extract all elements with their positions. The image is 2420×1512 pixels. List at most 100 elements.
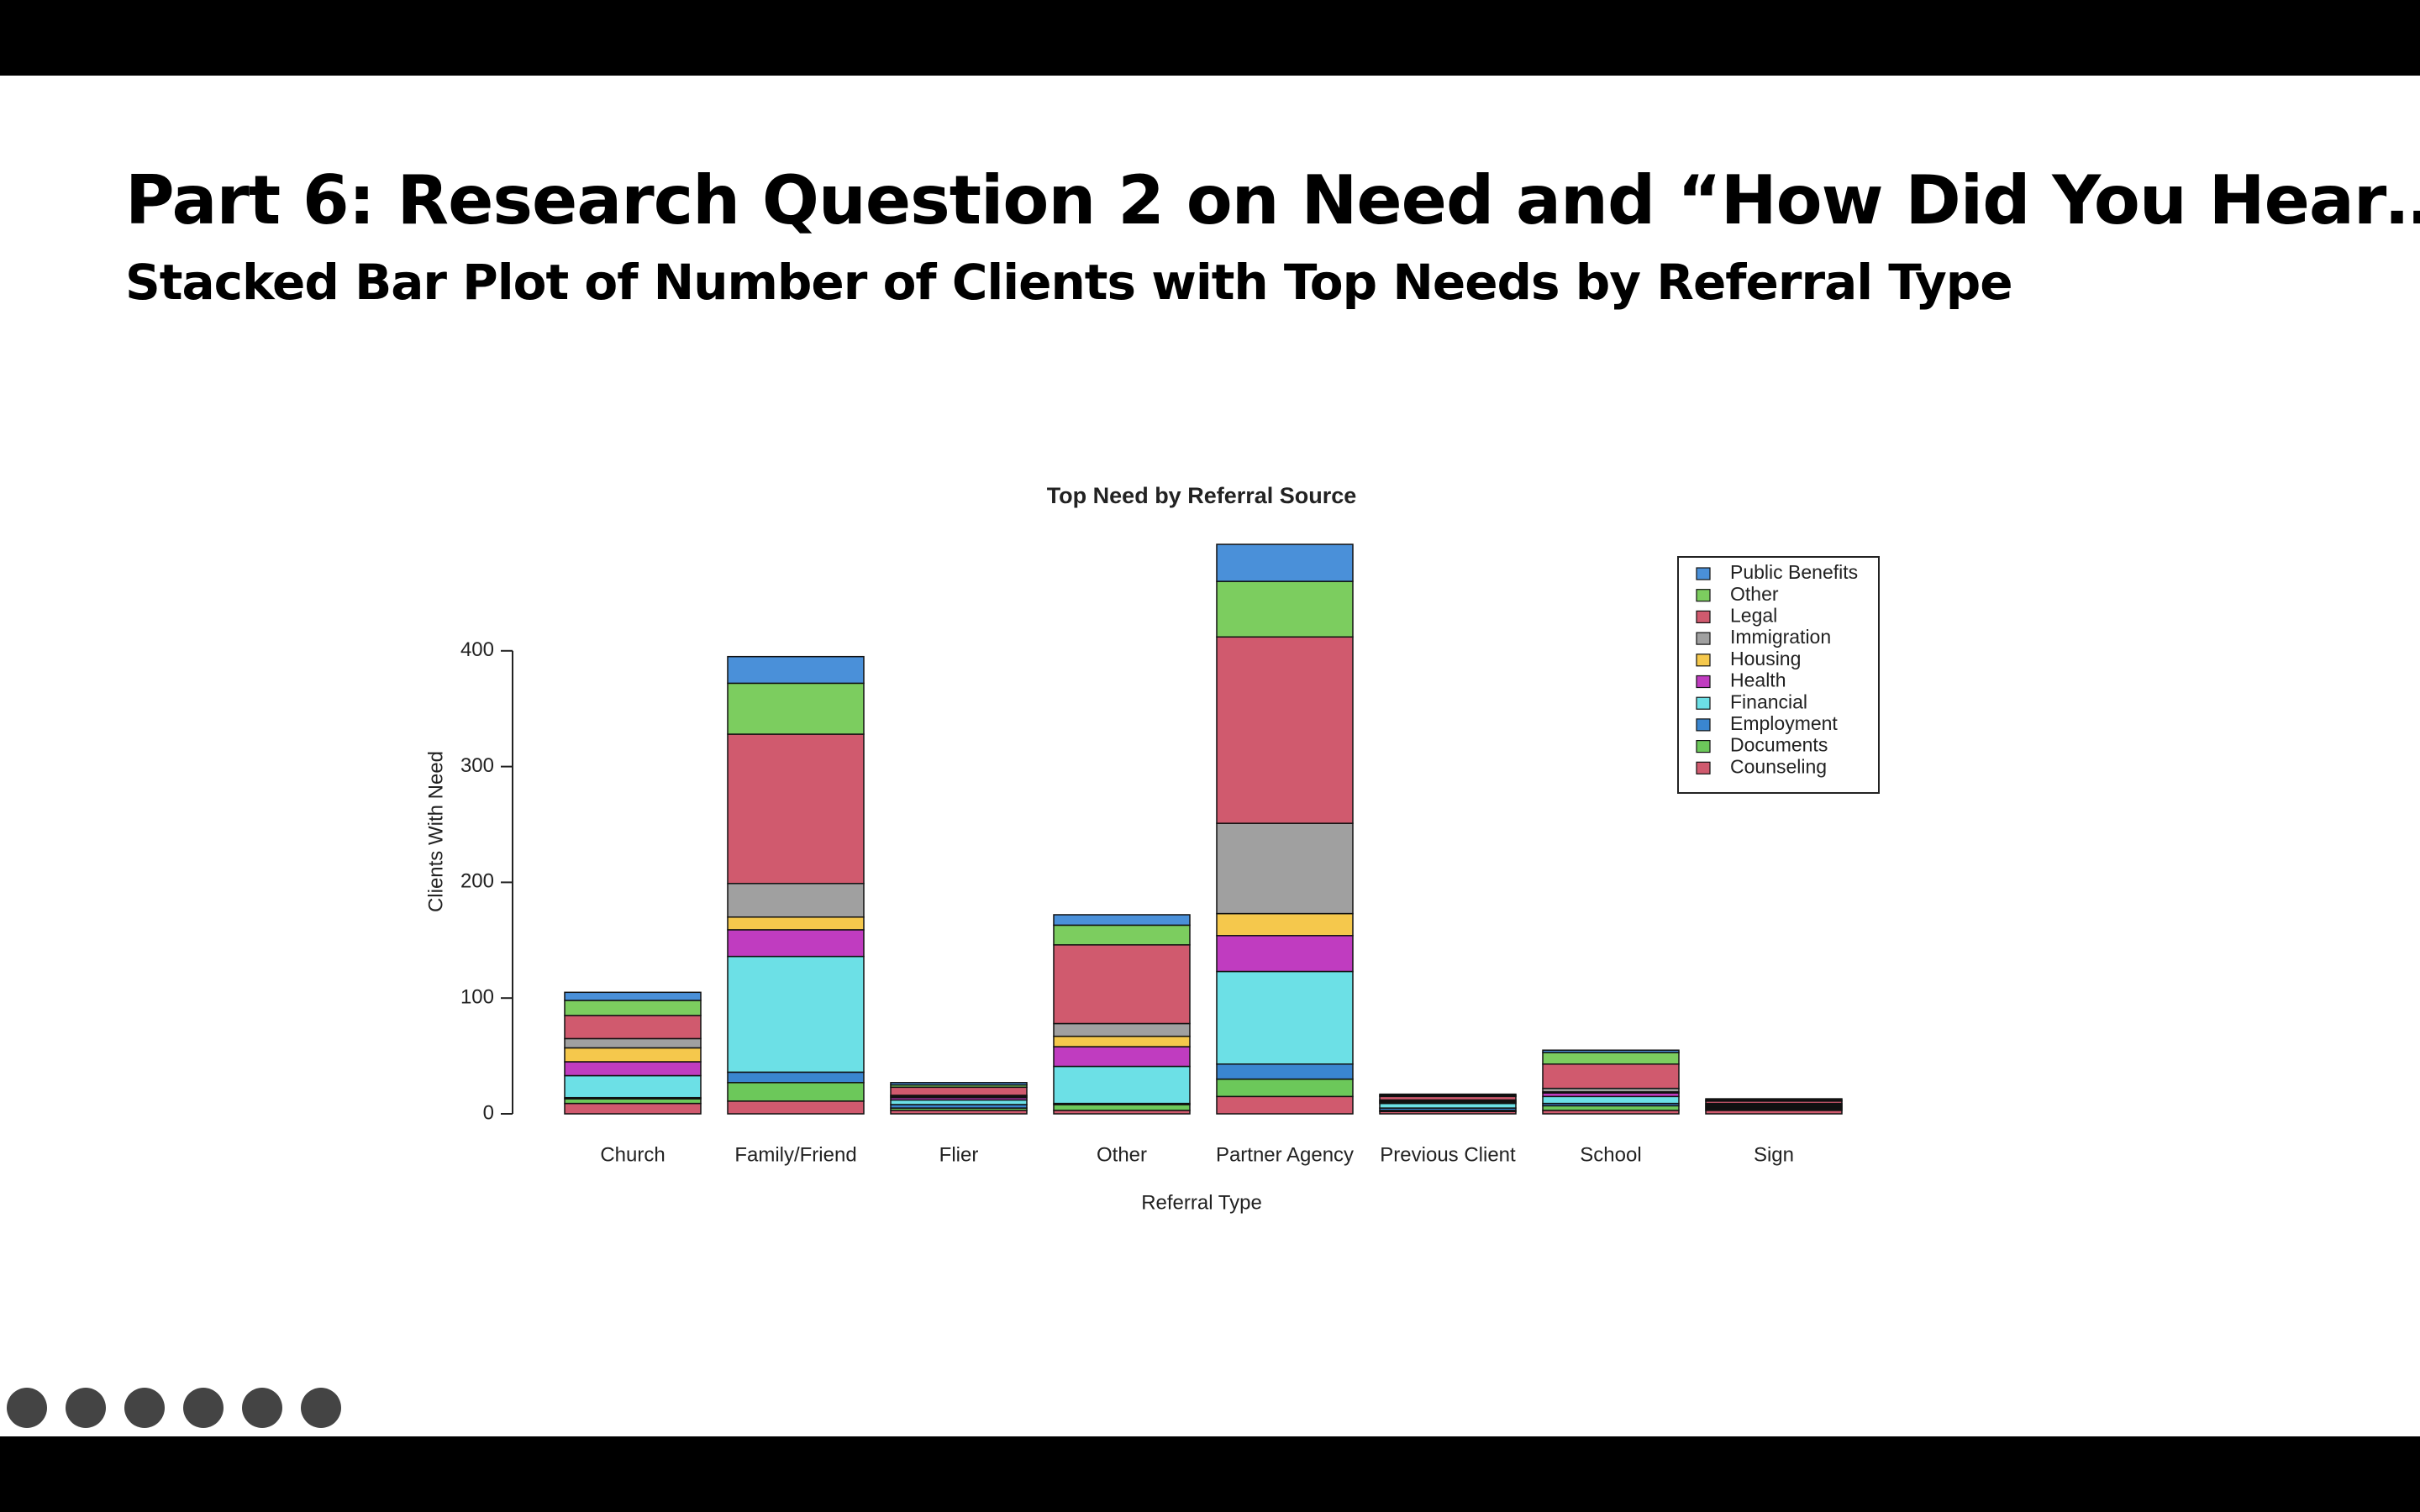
- bar-segment: [1705, 1105, 1843, 1109]
- bar-segment: [1542, 1110, 1680, 1115]
- legend-box: [1677, 556, 1880, 794]
- bar-segment: [1216, 1095, 1354, 1115]
- next-button[interactable]: [301, 1388, 341, 1428]
- bar-segment: [1216, 935, 1354, 973]
- legend-label: Immigration: [1730, 626, 1831, 648]
- legend-swatch: [1696, 567, 1711, 580]
- bar-segment: [1705, 1102, 1843, 1105]
- bar-segment: [1053, 1035, 1191, 1047]
- bar-segment: [1216, 1078, 1354, 1098]
- x-tick-label: Family/Friend: [734, 1143, 856, 1166]
- bar-segment: [1053, 1110, 1191, 1115]
- slide-title: Part 6: Research Question 2 on Need and …: [125, 161, 2420, 239]
- legend-swatch: [1696, 739, 1711, 753]
- bar-segment: [564, 1074, 702, 1099]
- bar-segment: [1379, 1100, 1517, 1103]
- legend-label: Employment: [1730, 712, 1838, 734]
- legend-swatch: [1696, 589, 1711, 602]
- bar-segment: [564, 1015, 702, 1040]
- bar-segment: [727, 1082, 865, 1102]
- bar-segment: [1542, 1052, 1680, 1065]
- bar-segment: [890, 1107, 1028, 1111]
- bar-segment: [1216, 636, 1354, 824]
- legend-swatch: [1696, 696, 1711, 710]
- y-tick-label: 0: [483, 1101, 494, 1124]
- bar-segment: [727, 1071, 865, 1084]
- x-tick-label: Other: [1097, 1143, 1147, 1166]
- bar-segment: [727, 916, 865, 931]
- video-button[interactable]: [183, 1388, 224, 1428]
- y-tick-label: 300: [460, 754, 494, 777]
- legend-label: Other: [1730, 583, 1779, 605]
- bar-segment: [727, 655, 865, 685]
- bar-segment: [1216, 970, 1354, 1065]
- pen-button[interactable]: [66, 1388, 106, 1428]
- bar-segment: [727, 929, 865, 958]
- bar-segment: [1379, 1110, 1517, 1115]
- legend-swatch: [1696, 675, 1711, 689]
- y-tick-label: 400: [460, 638, 494, 661]
- bar-segment: [1705, 1105, 1843, 1108]
- legend-swatch: [1696, 632, 1711, 645]
- bar-segment: [564, 991, 702, 1001]
- bar-segment: [1053, 1065, 1191, 1105]
- bar-segment: [1542, 1105, 1680, 1111]
- bar-segment: [890, 1082, 1028, 1086]
- bar-segment: [564, 1061, 702, 1077]
- more-button[interactable]: [242, 1388, 282, 1428]
- x-tick-label: Sign: [1754, 1143, 1794, 1166]
- top-bar: [0, 0, 2420, 76]
- bar-segment: [890, 1084, 1028, 1089]
- bar-segment: [564, 1037, 702, 1049]
- bar-segment: [1216, 580, 1354, 638]
- bar-segment: [1379, 1095, 1517, 1098]
- y-axis-title: Clients With Need: [424, 751, 447, 912]
- bar-segment: [1542, 1092, 1680, 1098]
- bar-segment: [1542, 1091, 1680, 1094]
- bar-segment: [1053, 1104, 1191, 1111]
- bar-segment: [727, 733, 865, 885]
- bar-segment: [1542, 1102, 1680, 1107]
- bar-segment: [727, 682, 865, 735]
- bar-segment: [890, 1095, 1028, 1099]
- bar-segment: [1379, 1107, 1517, 1111]
- legend-swatch: [1696, 718, 1711, 732]
- bar-segment: [564, 1098, 702, 1105]
- toolbar: [7, 1388, 341, 1428]
- legend-label: Documents: [1730, 734, 1828, 756]
- bar-segment: [890, 1096, 1028, 1101]
- bar-segment: [1053, 924, 1191, 946]
- bar-segment: [1705, 1098, 1843, 1101]
- bar-segment: [1379, 1102, 1517, 1109]
- legend-label: Health: [1730, 669, 1786, 691]
- bar-segment: [890, 1110, 1028, 1115]
- bar-segment: [564, 1102, 702, 1115]
- y-tick-label: 200: [460, 870, 494, 893]
- bar-segment: [1542, 1087, 1680, 1093]
- bar-segment: [1053, 944, 1191, 1025]
- bar-segment: [1705, 1110, 1843, 1115]
- legend-label: Housing: [1730, 648, 1801, 669]
- bottom-bar: [0, 1436, 2420, 1512]
- bar-segment: [1053, 1102, 1191, 1105]
- bar-segment: [564, 1000, 702, 1016]
- bar-segment: [564, 1096, 702, 1100]
- legend-swatch: [1696, 654, 1711, 667]
- captions-button[interactable]: [124, 1388, 165, 1428]
- x-tick-label: Church: [600, 1143, 665, 1166]
- bar-segment: [1379, 1095, 1517, 1101]
- bar-segment: [890, 1095, 1028, 1098]
- bar-segment: [564, 1047, 702, 1063]
- bar-segment: [1216, 822, 1354, 915]
- y-tick-label: 100: [460, 986, 494, 1009]
- x-tick-label: School: [1580, 1143, 1641, 1166]
- bar-segment: [727, 955, 865, 1074]
- bar-segment: [1216, 1063, 1354, 1080]
- back-button[interactable]: [7, 1388, 47, 1428]
- bar-segment: [1053, 1046, 1191, 1068]
- bar-segment: [1053, 914, 1191, 927]
- bar-segment: [727, 1100, 865, 1115]
- bar-segment: [1379, 1101, 1517, 1105]
- x-tick-label: Flier: [939, 1143, 979, 1166]
- legend-swatch: [1696, 761, 1711, 774]
